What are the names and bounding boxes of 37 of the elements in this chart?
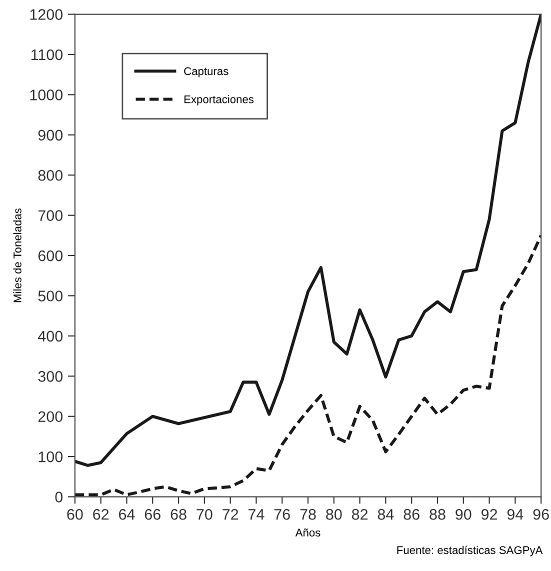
y-tick-label: 900 <box>38 130 63 141</box>
x-tick-label: 60 <box>67 508 83 520</box>
x-tick-label: 94 <box>507 508 524 520</box>
y-tick-label: 500 <box>38 290 63 302</box>
x-tick-label: 66 <box>144 508 160 520</box>
x-tick-label: 78 <box>300 508 316 520</box>
x-tick-label: 82 <box>352 508 368 520</box>
x-tick-label: 90 <box>456 508 472 520</box>
legend-label: Exportaciones <box>184 95 254 106</box>
x-tick-label: 70 <box>196 508 212 520</box>
x-tick-label: 92 <box>482 508 498 520</box>
x-tick-label: 96 <box>533 508 549 520</box>
y-tick-label: 300 <box>38 371 63 382</box>
x-axis-title: Años <box>295 528 320 537</box>
y-tick-label: 1200 <box>30 9 63 20</box>
x-tick-label: 80 <box>326 508 342 520</box>
y-tick-label: 800 <box>38 170 63 181</box>
x-tick-label: 76 <box>274 508 290 520</box>
x-tick-label: 64 <box>119 508 135 520</box>
y-tick-label: 400 <box>38 330 63 342</box>
y-tick-label: 100 <box>38 451 63 462</box>
y-tick-label: 600 <box>38 250 63 262</box>
x-tick-label: 88 <box>430 508 446 520</box>
y-tick-label: 1000 <box>30 90 63 100</box>
y-tick-label: 200 <box>38 411 63 422</box>
x-tick-label: 86 <box>404 508 420 520</box>
x-tick-label: 72 <box>222 508 238 520</box>
legend-label: Capturas <box>184 67 228 78</box>
x-tick-label: 62 <box>93 508 109 520</box>
x-tick-label: 74 <box>248 509 264 520</box>
y-tick-label: 0 <box>55 492 63 502</box>
y-tick-label: 1100 <box>31 49 63 60</box>
x-tick-label: 68 <box>170 508 186 520</box>
y-axis-title: Miles de Toneladas <box>13 208 22 302</box>
source-note: Fuente: estadísticas SAGPyA <box>397 546 543 556</box>
x-tick-label: 84 <box>378 508 394 520</box>
y-tick-label: 700 <box>38 210 63 221</box>
